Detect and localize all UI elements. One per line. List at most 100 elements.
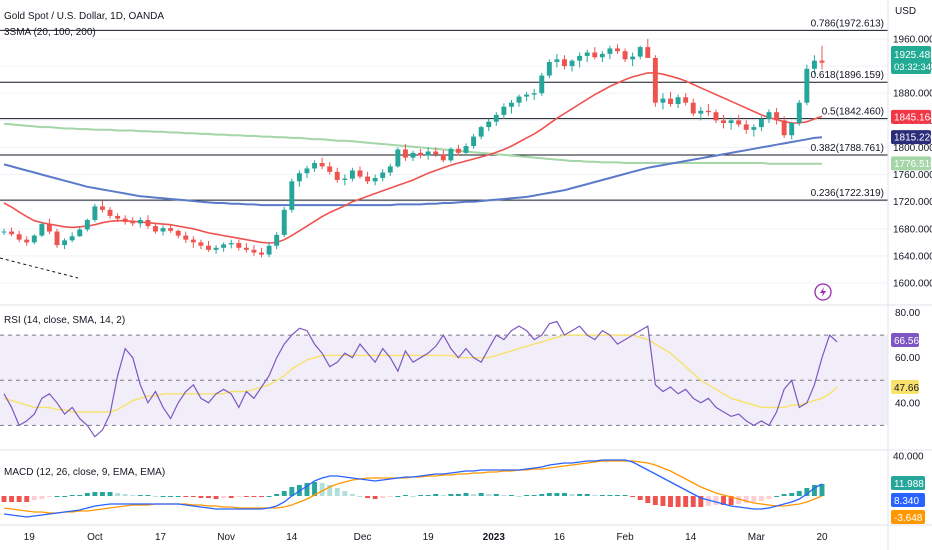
macd-hist-bar [599, 495, 605, 496]
rsi-scale[interactable]: 40.00 60.00 80.00 [895, 308, 920, 409]
macd-hist-bar [660, 496, 666, 506]
rsi-tick-label: 80.00 [895, 308, 920, 319]
sma-100-line [3, 136, 823, 207]
sma-indicator-label[interactable]: 3SMA (20, 100, 200) [4, 27, 96, 38]
candle-body [372, 177, 378, 182]
candle-body [365, 176, 371, 182]
rsi-tick-label: 40.00 [895, 398, 920, 409]
fibonacci-labels: 0.786(1972.613) 0.618(1896.159) 0.5(1842.4… [811, 18, 884, 199]
macd-pane[interactable]: MACD (12, 26, close, 9, EMA, EMA) [1, 459, 825, 518]
candle-body [190, 239, 196, 243]
macd-hist-bar [486, 494, 492, 496]
macd-hist-bar [554, 493, 560, 496]
candle-body [387, 166, 393, 173]
candle-body [24, 239, 30, 243]
rsi-ma-line [3, 334, 838, 413]
macd-hist-bar [577, 494, 583, 496]
currency-label: USD [895, 6, 916, 17]
macd-scale[interactable]: 40.000 [893, 452, 924, 463]
macd-tick-label: 40.000 [893, 452, 924, 463]
candle-body [183, 235, 189, 240]
time-tick-label: Oct [87, 532, 103, 543]
price-scale[interactable]: USD 1600.000 1640.000 1680.000 1720.000 1760… [891, 6, 932, 290]
time-tick-label: Feb [616, 532, 634, 543]
macd-hist-bar [789, 493, 795, 496]
macd-histogram [1, 482, 825, 507]
candle-body [145, 219, 151, 227]
macd-hist-bar [334, 488, 340, 496]
macd-hist-bar [455, 494, 461, 496]
candle-body [440, 154, 446, 161]
macd-hist-bar [622, 495, 628, 496]
rsi-pane[interactable]: RSI (14, close, SMA, 14, 2) [0, 315, 888, 438]
candle-body [758, 118, 764, 128]
macd-hist-bar [46, 496, 52, 497]
macd-hist-bar [380, 496, 386, 498]
candle-body [380, 172, 386, 178]
candle-body [668, 98, 673, 105]
macd-hist-bar [16, 496, 22, 502]
time-scale[interactable]: 19 Oct 17 Nov 14 Dec 19 2023 16 Feb 14 Mar 20 [24, 532, 828, 543]
candle-body [92, 206, 98, 220]
price-badge [891, 109, 931, 124]
time-tick-label: 19 [423, 532, 435, 543]
candle-body [342, 178, 348, 180]
candle-body [289, 181, 295, 210]
macd-hist-bar [357, 496, 363, 497]
candle-body [130, 222, 136, 224]
candle-body [228, 243, 234, 245]
price-badge-label: 1815.220 [894, 133, 932, 144]
candle-body [751, 127, 757, 130]
candle-body [395, 149, 401, 167]
current-price-badge: 1925.485 03:32:34 [891, 46, 932, 74]
candle-body [683, 97, 689, 103]
candle-body [9, 231, 15, 235]
macd-hist-bar [107, 492, 113, 496]
candle-body [31, 235, 37, 243]
macd-hist-bar [243, 496, 249, 497]
macd-hist-bar [221, 496, 227, 498]
macd-hist-bar [433, 494, 439, 496]
macd-hist-bar [349, 494, 355, 496]
macd-hist-bar [675, 496, 681, 507]
candle-body [637, 47, 643, 57]
fib-level-label: 0.382(1788.761) [811, 143, 884, 154]
candle-body [62, 240, 68, 246]
trendline[interactable] [0, 257, 79, 279]
macd-hist-bar [228, 496, 234, 498]
candle-body [433, 151, 439, 155]
candle-body [471, 136, 477, 147]
macd-hist-bar [516, 496, 522, 497]
candle-body [175, 230, 181, 236]
macd-label[interactable]: MACD (12, 26, close, 9, EMA, EMA) [4, 467, 165, 478]
countdown-timer: 03:32:34 [894, 62, 931, 73]
time-tick-label: 14 [685, 532, 697, 543]
candle-body [531, 93, 537, 95]
macd-hist-bar [774, 496, 780, 497]
candle-body [357, 170, 363, 177]
macd-hist-bar [728, 496, 734, 505]
candle-body [592, 52, 598, 58]
flash-icon[interactable] [814, 283, 832, 301]
candle-body [713, 112, 719, 121]
candle-body [418, 152, 424, 156]
candle-body [615, 48, 620, 52]
macd-hist-bar [471, 494, 477, 496]
candle-body [622, 51, 628, 60]
macd-hist-bar [168, 496, 174, 497]
macd-hist-bar [1, 496, 7, 502]
candle-body [160, 228, 166, 232]
macd-hist-bar [274, 494, 280, 496]
macd-hist-bar [251, 496, 257, 497]
price-tick-label: 1760.000 [893, 170, 932, 181]
candle-body [402, 149, 408, 158]
rsi-value-badge: 66.56 [894, 336, 919, 347]
rsi-label[interactable]: RSI (14, close, SMA, 14, 2) [4, 315, 125, 326]
macd-hist-bar [213, 496, 219, 499]
candle-body [312, 163, 317, 169]
current-price: 1925.485 [894, 50, 932, 61]
macd-hist-bar [31, 496, 37, 500]
price-pane[interactable]: 0.786(1972.613) 0.618(1896.159) 0.5(1842.4… [0, 11, 888, 301]
candle-body [69, 236, 75, 241]
